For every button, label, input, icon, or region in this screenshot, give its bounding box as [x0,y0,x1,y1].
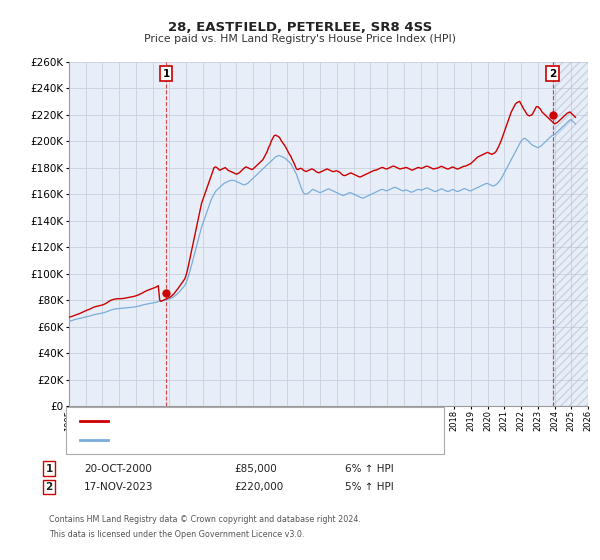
Text: 1: 1 [46,464,53,474]
Text: 6% ↑ HPI: 6% ↑ HPI [345,464,394,474]
Text: 28, EASTFIELD, PETERLEE, SR8 4SS (detached house): 28, EASTFIELD, PETERLEE, SR8 4SS (detach… [115,417,377,426]
Text: Contains HM Land Registry data © Crown copyright and database right 2024.: Contains HM Land Registry data © Crown c… [49,515,361,524]
Text: 1: 1 [163,68,170,78]
Text: 5% ↑ HPI: 5% ↑ HPI [345,482,394,492]
Text: 17-NOV-2023: 17-NOV-2023 [84,482,154,492]
Text: 2: 2 [549,68,556,78]
Text: Price paid vs. HM Land Registry's House Price Index (HPI): Price paid vs. HM Land Registry's House … [144,34,456,44]
Text: £220,000: £220,000 [234,482,283,492]
Text: HPI: Average price, detached house, County Durham: HPI: Average price, detached house, Coun… [115,435,373,445]
Text: 20-OCT-2000: 20-OCT-2000 [84,464,152,474]
Text: This data is licensed under the Open Government Licence v3.0.: This data is licensed under the Open Gov… [49,530,305,539]
Text: 28, EASTFIELD, PETERLEE, SR8 4SS: 28, EASTFIELD, PETERLEE, SR8 4SS [168,21,432,34]
Text: 2: 2 [46,482,53,492]
Text: £85,000: £85,000 [234,464,277,474]
